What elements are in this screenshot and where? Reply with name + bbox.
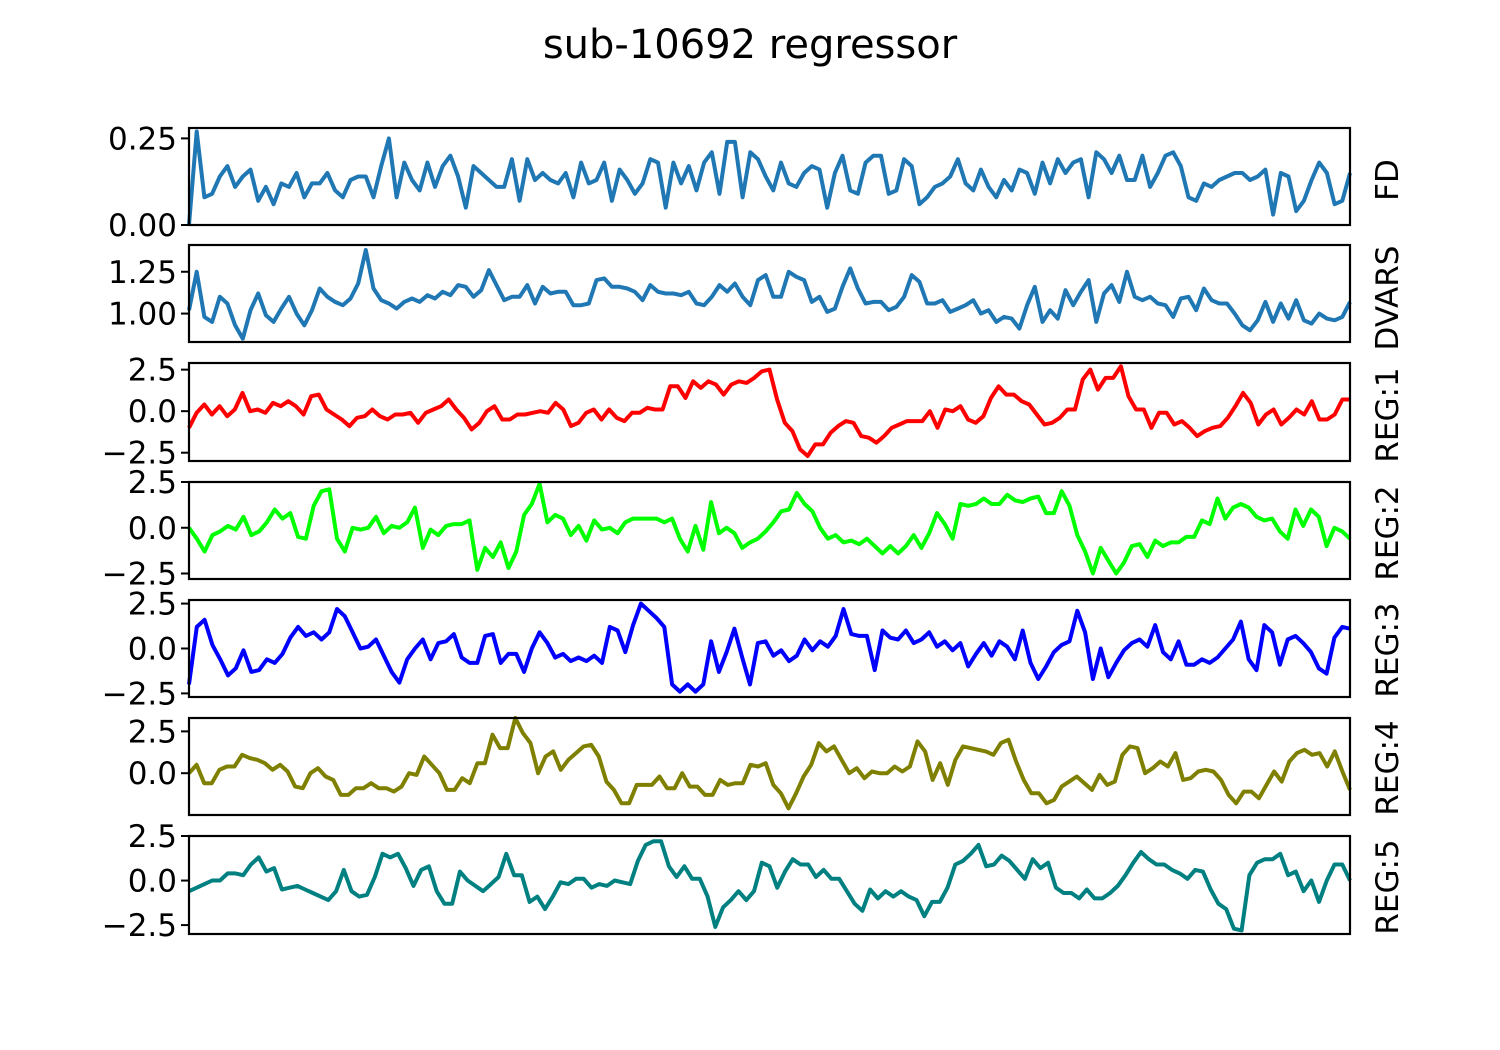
panel-dvars: 1.00 1.25 DVARS xyxy=(108,243,1406,351)
figure-title: sub-10692 regressor xyxy=(543,22,958,68)
series-label-dvars: DVARS xyxy=(1370,246,1406,351)
series-label-reg-4: REG:4 xyxy=(1370,720,1406,815)
y-tick-label: 0.0 xyxy=(128,756,177,792)
panel-frame xyxy=(187,126,1352,227)
y-tick-label: 0.0 xyxy=(128,632,177,668)
series-label-reg-1: REG:1 xyxy=(1370,367,1406,462)
y-tick-label: −2.5 xyxy=(102,436,177,472)
y-tick-label: 2.5 xyxy=(128,714,177,750)
y-tick-label: 1.00 xyxy=(108,297,177,333)
series-label-fd: FD xyxy=(1370,159,1406,201)
series-line-reg-2 xyxy=(187,481,1352,576)
panel-frame xyxy=(187,243,1352,344)
panel-reg-2: −2.5 0.0 2.5 REG:2 xyxy=(102,465,1406,593)
series-line-reg-5 xyxy=(188,839,1352,933)
panel-reg-1: −2.5 0.0 2.5 REG:1 xyxy=(102,353,1406,472)
series-line-reg-4 xyxy=(187,716,1352,811)
panel-frame xyxy=(187,834,1352,936)
panel-reg-5: −2.5 0.0 2.5 REG:5 xyxy=(102,819,1406,944)
y-tick-label: 2.5 xyxy=(128,353,177,389)
y-tick-label: 0.25 xyxy=(108,121,177,157)
y-tick-label: 0.00 xyxy=(108,208,177,244)
series-line-reg-3 xyxy=(187,601,1351,694)
y-tick-label: −2.5 xyxy=(102,908,177,944)
y-tick-label: 0.0 xyxy=(128,394,177,430)
panel-frame xyxy=(187,716,1352,817)
y-tick-label: −2.5 xyxy=(102,676,177,712)
series-line-reg-1 xyxy=(187,364,1350,458)
y-tick-label: 2.5 xyxy=(128,587,177,623)
y-tick-label: 2.5 xyxy=(128,819,177,855)
panel-fd: 0.00 0.25 FD xyxy=(108,121,1406,244)
y-tick-label: 1.25 xyxy=(108,255,177,291)
y-tick-label: 2.5 xyxy=(128,465,177,501)
y-tick-label: 0.0 xyxy=(128,864,177,900)
series-label-reg-5: REG:5 xyxy=(1370,839,1406,934)
panel-reg-3: −2.5 0.0 2.5 REG:3 xyxy=(102,587,1406,713)
y-tick-label: −2.5 xyxy=(102,557,177,593)
panel-reg-4: 0.0 2.5 REG:4 xyxy=(128,714,1406,817)
series-line-fd xyxy=(187,129,1352,226)
y-tick-label: 0.0 xyxy=(128,511,177,547)
series-line-dvars xyxy=(187,248,1352,341)
series-label-reg-3: REG:3 xyxy=(1370,602,1406,697)
series-label-reg-2: REG:2 xyxy=(1370,485,1406,580)
panel-frame xyxy=(187,480,1352,581)
